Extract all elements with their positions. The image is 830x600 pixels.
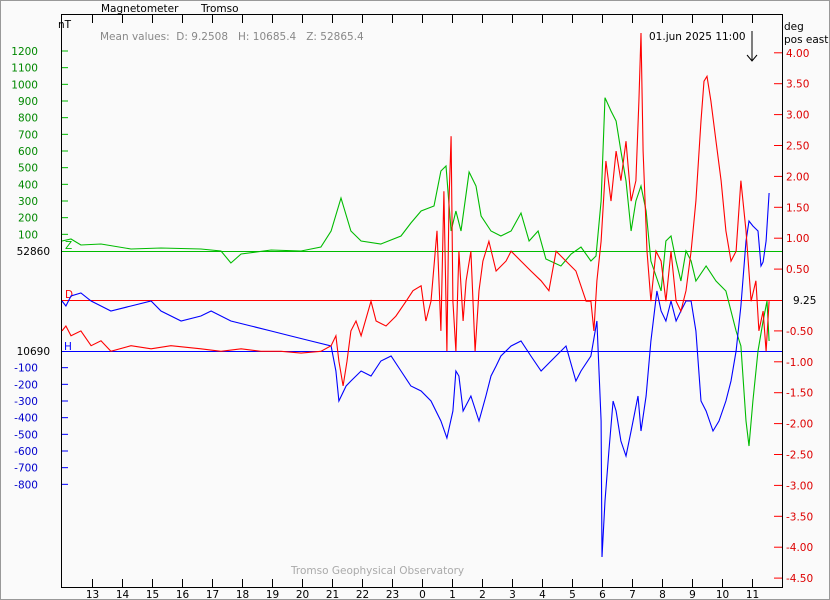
x-tick-label: 7 — [629, 589, 636, 600]
h-axis-label: -700 — [14, 463, 38, 475]
mean-values: Mean values: D: 9.2508 H: 10685.4 Z: 528… — [100, 31, 364, 43]
x-tick-label: 14 — [116, 589, 130, 600]
z-axis-label: 500 — [18, 163, 38, 175]
x-tick-label: 17 — [206, 589, 219, 600]
x-tick-label: 11 — [746, 589, 759, 600]
x-tick-label: 15 — [146, 589, 159, 600]
d-axis-label: 4.00 — [786, 48, 809, 60]
z-axis-label: 300 — [18, 196, 38, 208]
h-axis-label: -800 — [14, 479, 38, 491]
station-name: Tromso — [200, 3, 239, 15]
d-axis-label: 2.50 — [786, 141, 809, 153]
d-axis-label: 0.50 — [786, 264, 809, 276]
x-tick-label: 20 — [296, 589, 309, 600]
x-tick-label: 4 — [539, 589, 546, 600]
series-line-d — [61, 32, 770, 386]
x-tick-label: 18 — [236, 589, 249, 600]
series-line-h — [61, 192, 770, 558]
x-tick-label: 23 — [386, 589, 399, 600]
d-axis-label: 3.00 — [786, 110, 809, 122]
z-axis-label: 1200 — [11, 46, 38, 58]
z-axis-label: 700 — [18, 129, 38, 141]
x-tick-label: 9 — [689, 589, 696, 600]
x-tick-label: 13 — [86, 589, 99, 600]
x-tick-label: 16 — [176, 589, 190, 600]
d-axis-label: 1.50 — [786, 202, 809, 214]
h-axis-label: -600 — [14, 446, 38, 458]
d-axis-label: 2.00 — [786, 171, 809, 183]
series-line-z — [61, 97, 770, 447]
current-time-arrow-icon — [746, 31, 758, 62]
x-tick-label: 22 — [356, 589, 369, 600]
d-axis-label: -1.00 — [786, 357, 813, 369]
right-unit-label-1: deg — [784, 21, 804, 33]
footer-credit: Tromso Geophysical Observatory — [290, 565, 464, 577]
z-axis-label: 900 — [18, 96, 38, 108]
x-tick-label: 21 — [326, 589, 339, 600]
h-series-label: H — [64, 341, 72, 353]
d-axis-label: -4.50 — [786, 573, 813, 585]
d-axis-label: 1.00 — [786, 233, 809, 245]
z-axis-label: 1000 — [11, 79, 38, 91]
z-axis-label: 100 — [18, 229, 38, 241]
z-axis-label: 200 — [18, 213, 38, 225]
d-axis-label: -4.00 — [786, 542, 813, 554]
h-axis-label: -500 — [14, 429, 38, 441]
h-axis-label: -200 — [14, 379, 38, 391]
x-tick-label: 0 — [419, 589, 426, 600]
z-axis-label: 600 — [18, 146, 38, 158]
h-axis-label: -400 — [14, 413, 38, 425]
x-tick-label: 19 — [266, 589, 279, 600]
x-tick-label: 10 — [716, 589, 729, 600]
z-axis-label: 400 — [18, 179, 38, 191]
h-axis-label: -100 — [14, 363, 38, 375]
x-tick-label: 5 — [569, 589, 576, 600]
d-axis-label: -3.00 — [786, 480, 813, 492]
left-unit-label: nT — [58, 19, 72, 31]
x-tick-label: 1 — [449, 589, 456, 600]
d-series-label: D — [65, 289, 73, 301]
d-axis-label: -1.50 — [786, 388, 813, 400]
d-axis-label: -3.50 — [786, 511, 813, 523]
h-axis-label: -300 — [14, 396, 38, 408]
timestamp-label: 01.jun 2025 11:00 — [649, 31, 746, 43]
d-axis-label: -2.50 — [786, 450, 813, 462]
plot-frame — [61, 14, 783, 588]
d-baseline-label: 9.25 — [793, 295, 816, 307]
z-axis-label: 800 — [18, 113, 38, 125]
z-baseline-label: 52860 — [17, 246, 50, 258]
z-axis-label: 1100 — [11, 63, 38, 75]
right-unit-label-2: pos east — [784, 34, 828, 46]
d-axis-label: -2.00 — [786, 419, 813, 431]
z-series-label: Z — [65, 240, 72, 252]
x-tick-label: 3 — [509, 589, 516, 600]
x-tick-label: 2 — [479, 589, 486, 600]
x-tick-label: 6 — [599, 589, 606, 600]
chart-title: Magnetometer — [101, 3, 179, 15]
h-baseline-label: 10690 — [17, 346, 50, 358]
d-axis-label: 3.50 — [786, 79, 809, 91]
x-tick-label: 8 — [659, 589, 666, 600]
d-axis-label: -0.50 — [786, 326, 813, 338]
